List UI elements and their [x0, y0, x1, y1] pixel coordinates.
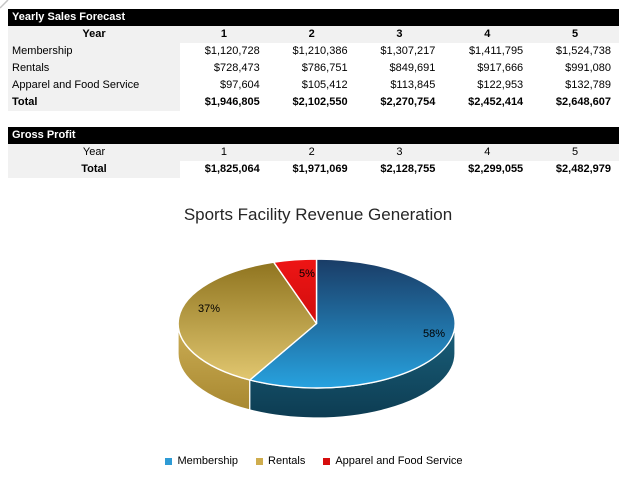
- year-column-header[interactable]: 4: [443, 26, 532, 43]
- table-row-total: Total $1,946,805 $2,102,550 $2,270,754 $…: [8, 94, 619, 111]
- pie-slice-rentals[interactable]: [177, 261, 318, 381]
- legend-swatch-rentals: [256, 457, 264, 465]
- table-title-bar[interactable]: Yearly Sales Forecast: [8, 9, 619, 26]
- value-cell[interactable]: $917,666: [443, 60, 532, 77]
- row-label-cell[interactable]: Total: [8, 94, 180, 111]
- value-cell[interactable]: $1,411,795: [443, 43, 532, 60]
- row-label-cell[interactable]: Membership: [8, 43, 180, 60]
- table-title-bar[interactable]: Gross Profit: [8, 127, 619, 144]
- value-cell[interactable]: $2,482,979: [531, 161, 619, 178]
- year-column-header[interactable]: 4: [443, 144, 532, 161]
- data-label-membership: 58%: [422, 328, 446, 340]
- value-cell[interactable]: $1,971,069: [267, 161, 356, 178]
- legend-item-rentals[interactable]: Rentals: [256, 455, 305, 467]
- value-cell[interactable]: $991,080: [531, 60, 619, 77]
- value-cell[interactable]: $1,120,728: [180, 43, 268, 60]
- year-header-row: Year 1 2 3 4 5: [8, 26, 619, 43]
- value-cell[interactable]: $786,751: [267, 60, 356, 77]
- table-row-total: Total $1,825,064 $1,971,069 $2,128,755 $…: [8, 161, 619, 178]
- value-cell[interactable]: $97,604: [180, 77, 268, 94]
- year-column-header[interactable]: 3: [355, 144, 444, 161]
- value-cell[interactable]: $132,789: [531, 77, 619, 94]
- year-column-header[interactable]: 1: [180, 144, 268, 161]
- year-column-header[interactable]: 1: [180, 26, 268, 43]
- legend-item-membership[interactable]: Membership: [165, 455, 238, 467]
- value-cell[interactable]: $849,691: [355, 60, 444, 77]
- value-cell[interactable]: $113,845: [355, 77, 444, 94]
- year-header-row: Year 1 2 3 4 5: [8, 144, 619, 161]
- year-header-label[interactable]: Year: [8, 144, 180, 161]
- value-cell[interactable]: $2,128,755: [355, 161, 444, 178]
- value-cell[interactable]: $1,524,738: [531, 43, 619, 60]
- legend-label: Apparel and Food Service: [335, 455, 463, 467]
- value-cell[interactable]: $1,825,064: [180, 161, 268, 178]
- gross-profit-table: Gross Profit Year 1 2 3 4 5 Total $1,825…: [8, 127, 619, 178]
- table-row-membership: Membership $1,120,728 $1,210,386 $1,307,…: [8, 43, 619, 60]
- table-row-apparel: Apparel and Food Service $97,604 $105,41…: [8, 77, 619, 94]
- value-cell[interactable]: $2,452,414: [443, 94, 532, 111]
- row-label-cell[interactable]: Rentals: [8, 60, 180, 77]
- value-cell[interactable]: $728,473: [180, 60, 268, 77]
- value-cell[interactable]: $2,648,607: [531, 94, 619, 111]
- value-cell[interactable]: $1,210,386: [267, 43, 356, 60]
- row-label-cell[interactable]: Total: [8, 161, 180, 178]
- year-column-header[interactable]: 3: [355, 26, 444, 43]
- legend-label: Rentals: [268, 455, 306, 467]
- value-cell[interactable]: $122,953: [443, 77, 532, 94]
- year-header-label[interactable]: Year: [8, 26, 180, 43]
- legend-label: Membership: [177, 455, 239, 467]
- data-label-rentals: 37%: [197, 303, 221, 315]
- chart-legend: Membership Rentals Apparel and Food Serv…: [0, 455, 628, 467]
- value-cell[interactable]: $2,102,550: [267, 94, 356, 111]
- yearly-sales-forecast-table: Yearly Sales Forecast Year 1 2 3 4 5 Mem…: [8, 9, 619, 111]
- value-cell[interactable]: $1,946,805: [180, 94, 268, 111]
- value-cell[interactable]: $2,299,055: [443, 161, 532, 178]
- chart-title[interactable]: Sports Facility Revenue Generation: [183, 205, 453, 224]
- year-column-header[interactable]: 5: [531, 26, 619, 43]
- legend-swatch-apparel: [323, 457, 331, 465]
- value-cell[interactable]: $2,270,754: [355, 94, 444, 111]
- legend-item-apparel[interactable]: Apparel and Food Service: [323, 455, 463, 467]
- row-label-cell[interactable]: Apparel and Food Service: [8, 77, 180, 94]
- pie-slice-membership[interactable]: [249, 258, 456, 389]
- year-column-header[interactable]: 5: [531, 144, 619, 161]
- corner-artifact: [0, 0, 9, 9]
- data-label-apparel: 5%: [299, 268, 315, 280]
- table-row-rentals: Rentals $728,473 $786,751 $849,691 $917,…: [8, 60, 619, 77]
- pie-slice-apparel[interactable]: [273, 258, 318, 325]
- year-column-header[interactable]: 2: [267, 144, 356, 161]
- value-cell[interactable]: $105,412: [267, 77, 356, 94]
- value-cell[interactable]: $1,307,217: [355, 43, 444, 60]
- year-column-header[interactable]: 2: [267, 26, 356, 43]
- legend-swatch-membership: [165, 457, 173, 465]
